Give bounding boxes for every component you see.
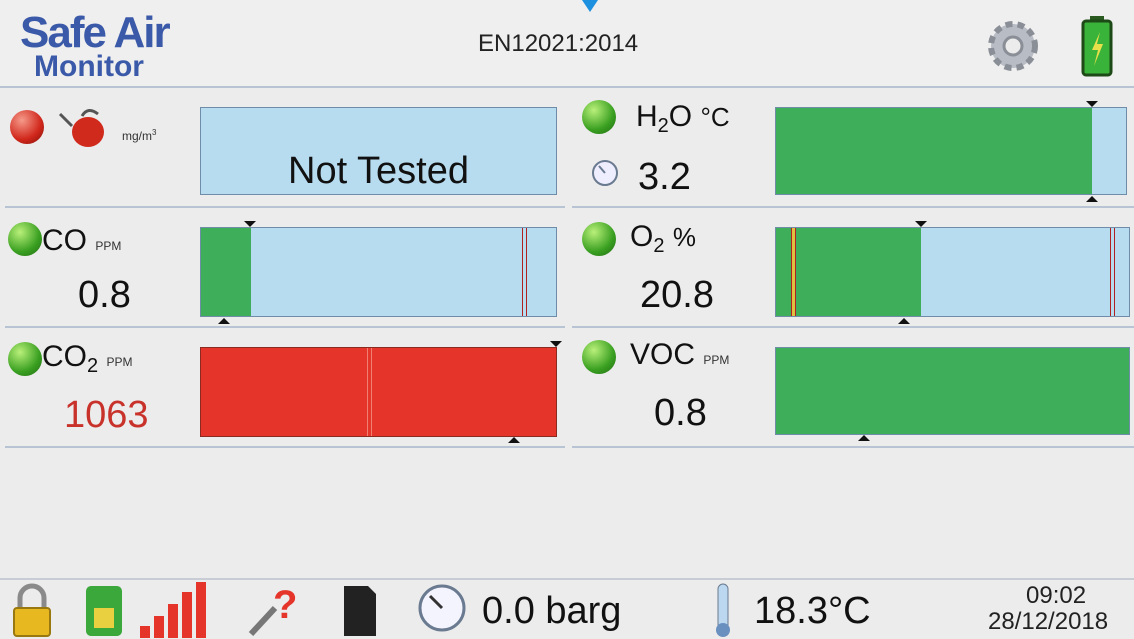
status-indicator	[582, 222, 616, 256]
limit-marker	[915, 221, 927, 227]
label: VOC	[630, 338, 695, 371]
sensor-value: 0.8	[78, 274, 131, 317]
label: CO	[42, 340, 87, 373]
separator	[5, 326, 565, 328]
reading-marker	[218, 318, 230, 324]
alarm-line	[1110, 228, 1115, 316]
signal-icon	[138, 580, 218, 638]
bar-fill	[776, 108, 1092, 194]
reading-marker	[1086, 196, 1098, 202]
status-text: Not Tested	[201, 150, 556, 193]
alarm-line	[522, 228, 527, 316]
bar-fill	[776, 348, 1129, 434]
reading-marker	[898, 318, 910, 324]
pressure-icon	[416, 582, 468, 634]
pressure-reading: 0.0 barg	[482, 590, 621, 633]
label-subscript: 2	[87, 355, 98, 377]
limit-marker	[1086, 101, 1098, 107]
separator	[5, 206, 565, 208]
sensor-value: 0.8	[654, 392, 707, 435]
status-indicator	[8, 222, 42, 256]
unit: PPM	[95, 239, 121, 253]
label: O	[630, 220, 653, 253]
status-indicator	[8, 342, 42, 376]
sensor-value: 20.8	[640, 274, 714, 317]
gauge-bar: Not Tested	[200, 107, 557, 195]
label: H	[636, 100, 658, 133]
unit-superscript: 3	[152, 128, 156, 137]
settings-button[interactable]	[985, 18, 1041, 74]
help-button[interactable]: ?	[245, 584, 301, 638]
sensor-label: H2O °C	[636, 100, 730, 138]
gauge-icon	[590, 158, 620, 188]
separator	[572, 326, 1134, 328]
limit-marker	[550, 341, 562, 347]
device-screen: Safe Air Monitor EN12021:2014 mg/m3 Not …	[0, 0, 1134, 639]
separator	[0, 86, 1134, 88]
sensor-value: 3.2	[638, 156, 691, 199]
sensor-value: 1063	[64, 394, 149, 437]
gauge-bar	[200, 227, 557, 317]
thermometer-icon	[712, 582, 734, 638]
sensor-label: O2 %	[630, 220, 696, 258]
oil-icon	[58, 104, 110, 150]
reading-marker	[508, 437, 520, 443]
lock-button[interactable]	[10, 582, 54, 638]
alarm-line	[367, 348, 372, 436]
label: CO	[42, 224, 87, 257]
sensor-label: CO PPM	[42, 224, 121, 258]
gauge-bar	[200, 347, 557, 437]
sd-card-icon	[340, 584, 380, 638]
unit: PPM	[106, 355, 132, 369]
unit: °C	[700, 102, 729, 132]
label-subscript: 2	[653, 235, 664, 257]
pointer-icon	[580, 0, 600, 14]
sim-icon	[82, 584, 126, 638]
unit: %	[673, 222, 696, 252]
temperature-reading: 18.3°C	[754, 590, 871, 633]
status-indicator	[10, 110, 44, 144]
unit: PPM	[703, 353, 729, 367]
standard-label: EN12021:2014	[478, 30, 638, 58]
separator	[572, 206, 1134, 208]
logo-subtitle: Monitor	[34, 50, 144, 84]
separator	[572, 446, 1134, 448]
battery-icon	[1080, 14, 1114, 78]
reading-marker	[858, 435, 870, 441]
alarm-line	[791, 228, 796, 316]
clock-date: 28/12/2018	[988, 608, 1108, 636]
clock-time: 09:02	[1026, 582, 1086, 610]
label-subscript: 2	[658, 115, 669, 137]
status-indicator	[582, 100, 616, 134]
gauge-bar	[775, 227, 1130, 317]
limit-marker	[244, 221, 256, 227]
separator	[5, 446, 565, 448]
unit-label: mg/m3	[122, 128, 156, 143]
bar-fill	[776, 228, 921, 316]
unit: mg/m	[122, 129, 152, 143]
gauge-bar	[775, 107, 1127, 195]
sensor-label: CO2 PPM	[42, 340, 132, 378]
gauge-bar	[775, 347, 1130, 435]
svg-text:?: ?	[273, 584, 297, 627]
status-indicator	[582, 340, 616, 374]
sensor-label: VOC PPM	[630, 338, 729, 372]
bar-fill	[201, 228, 251, 316]
label: O	[669, 100, 692, 133]
